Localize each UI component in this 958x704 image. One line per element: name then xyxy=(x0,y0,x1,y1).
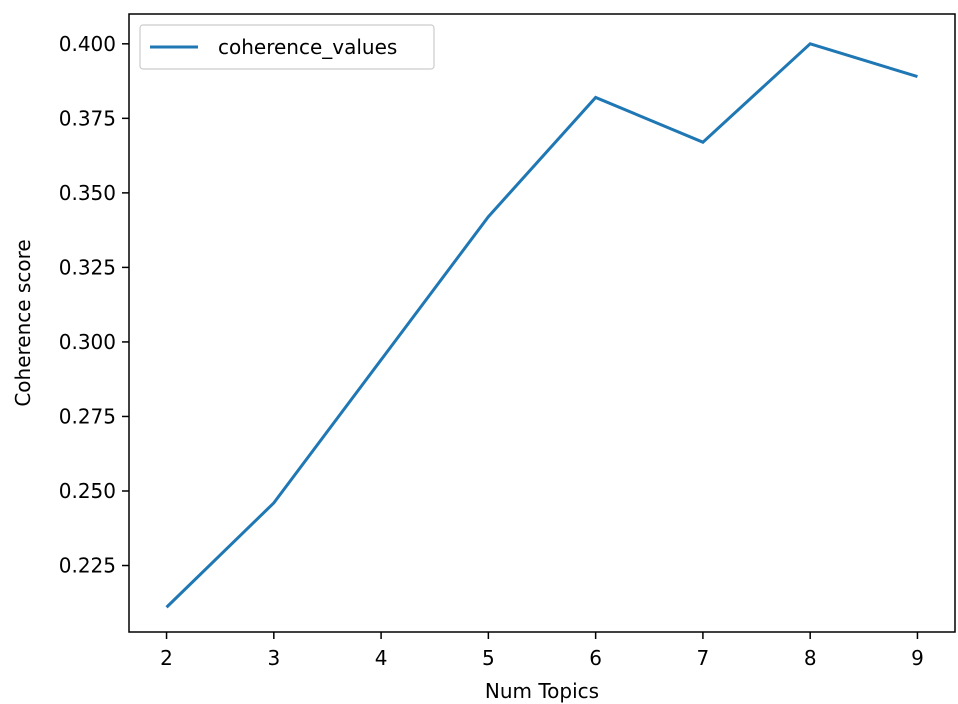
x-tick-label: 3 xyxy=(267,646,280,670)
x-axis: 2 3 4 5 6 7 8 9 xyxy=(160,632,924,670)
x-tick-label: 7 xyxy=(697,646,710,670)
y-tick-label: 0.400 xyxy=(59,32,116,56)
x-tick-label: 8 xyxy=(804,646,817,670)
x-tick-label: 2 xyxy=(160,646,173,670)
x-tick-label: 4 xyxy=(375,646,388,670)
y-tick-label: 0.300 xyxy=(59,330,116,354)
y-axis-label: Coherence score xyxy=(11,239,35,406)
y-axis: 0.225 0.250 0.275 0.300 0.325 0.350 0.375 0.400 xyxy=(59,32,129,578)
series-line-coherence-values xyxy=(165,42,918,609)
x-axis-label: Num Topics xyxy=(485,679,599,703)
y-tick-label: 0.250 xyxy=(59,479,116,503)
y-tick-label: 0.225 xyxy=(59,554,116,578)
plot-frame xyxy=(128,13,956,633)
x-tick-label: 6 xyxy=(589,646,602,670)
y-tick-label: 0.350 xyxy=(59,181,116,205)
x-tick-label: 9 xyxy=(911,646,924,670)
y-tick-label: 0.325 xyxy=(59,255,116,279)
y-tick-label: 0.375 xyxy=(59,106,116,130)
series-points xyxy=(166,43,918,608)
x-tick-label: 5 xyxy=(482,646,495,670)
y-tick-label: 0.275 xyxy=(59,404,116,428)
legend-box xyxy=(139,24,435,70)
legend-label: coherence_values xyxy=(218,35,397,59)
legend: coherence_values xyxy=(139,24,435,70)
